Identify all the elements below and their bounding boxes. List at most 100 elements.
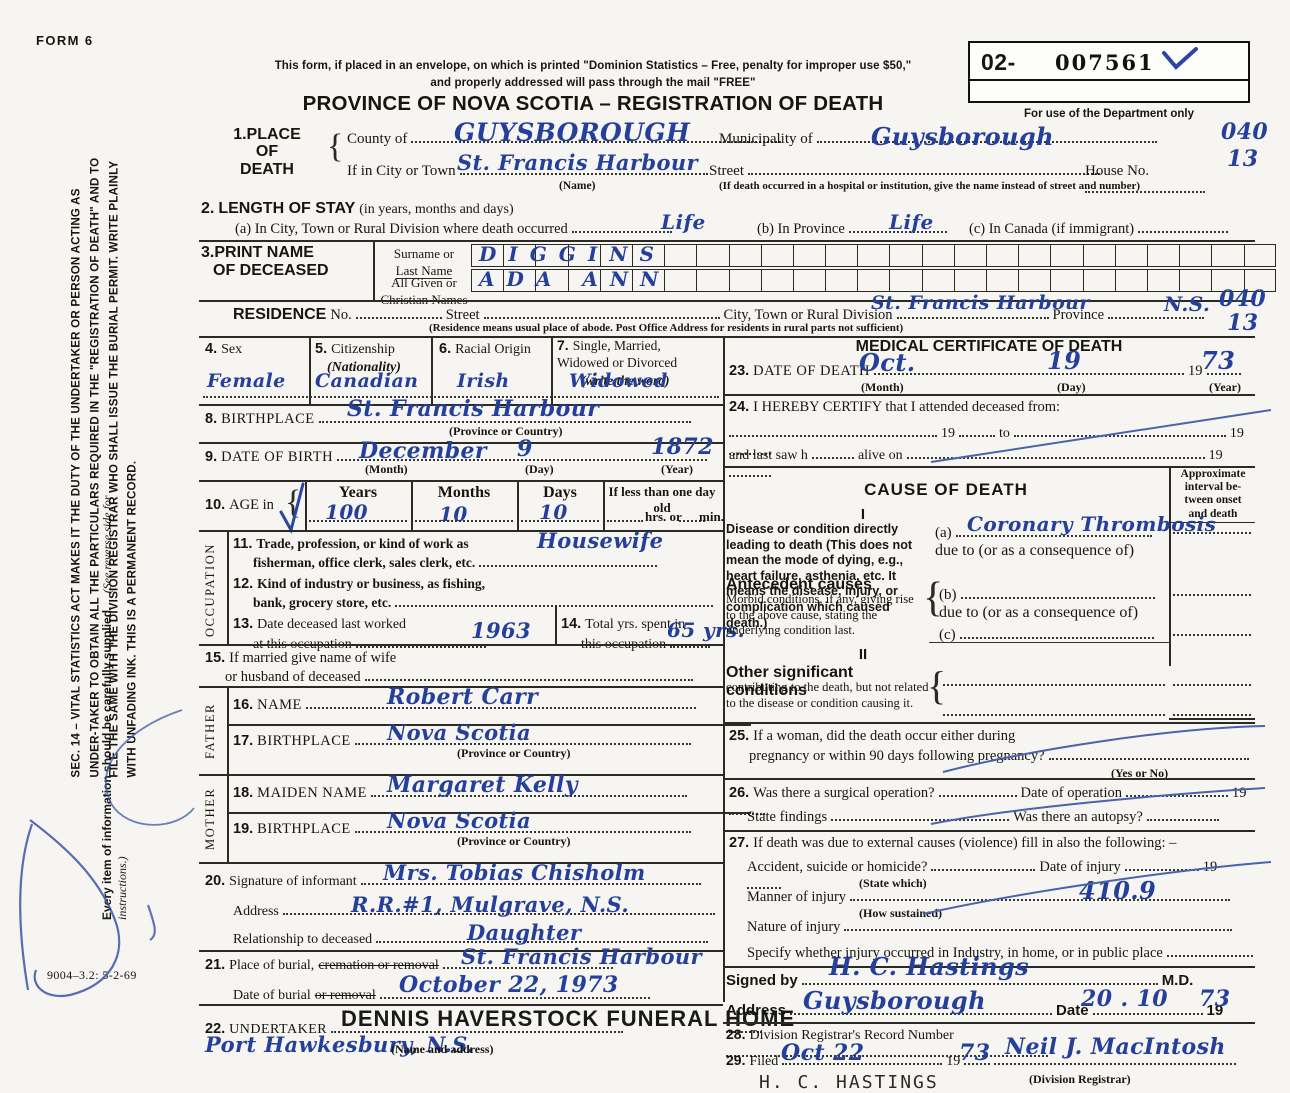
name-grid-cell[interactable]: [1050, 269, 1083, 292]
name-grid-cell[interactable]: [664, 269, 697, 292]
name-grid-cell[interactable]: [631, 244, 665, 267]
name-grid-cell[interactable]: [664, 244, 697, 267]
street-label: Street: [709, 163, 744, 179]
name-grid-cell[interactable]: [889, 269, 922, 292]
item3-title-2: OF DECEASED: [213, 261, 329, 279]
name-grid-cell[interactable]: [728, 269, 761, 292]
name-grid-cell[interactable]: [535, 269, 568, 292]
name-grid-cell[interactable]: [857, 269, 890, 292]
name-grid-cell[interactable]: [599, 269, 632, 292]
item24-last-saw: and last saw h: [729, 448, 808, 463]
name-grid-cell[interactable]: [599, 244, 632, 267]
name-grid-cell[interactable]: [1179, 269, 1212, 292]
name-grid-cell[interactable]: [986, 244, 1019, 267]
name-grid-cell[interactable]: [567, 244, 600, 267]
item26-findings-label: State findings: [747, 809, 828, 825]
item28-label: Division Registrar's Record Number: [749, 1028, 954, 1043]
name-grid-cell[interactable]: [825, 269, 858, 292]
name-grid-cell[interactable]: [1243, 244, 1276, 267]
item7-label-2: Widowed or Divorced: [557, 355, 678, 371]
name-grid-cell[interactable]: [857, 244, 890, 267]
house-no-label: House No.: [1085, 163, 1150, 179]
item22-caption: (Name and address): [391, 1042, 494, 1056]
item24-alive-on: alive on: [857, 448, 903, 463]
name-grid-cell[interactable]: [825, 244, 858, 267]
name-grid-cell[interactable]: [1050, 244, 1083, 267]
item23-year-prefix: 19: [1188, 363, 1203, 379]
name-grid-cell[interactable]: [986, 269, 1019, 292]
name-grid-cell[interactable]: [792, 244, 826, 267]
name-grid-cell[interactable]: [1082, 269, 1115, 292]
surname-label-1: Surname or: [393, 246, 455, 261]
residence-code-bottom: 13: [1227, 310, 1259, 336]
item27-how-sustained: (How sustained): [859, 906, 943, 920]
name-grid-cell[interactable]: [953, 244, 986, 267]
item8-number: 8.: [205, 411, 218, 427]
signed-address-label: Address: [726, 1002, 787, 1019]
item21-label-struck: cremation or removal: [318, 958, 439, 973]
name-grid-cell[interactable]: [1146, 269, 1180, 292]
item19-number: 19.: [233, 821, 254, 837]
item12-label-1: Kind of industry or business, as fishing…: [257, 576, 485, 591]
name-grid-cell[interactable]: [471, 244, 504, 267]
item26-date-label: Date of operation: [1020, 785, 1122, 801]
page-title: PROVINCE OF NOVA SCOTIA – REGISTRATION O…: [302, 92, 884, 115]
item25-label-2: pregnancy or within 90 days following pr…: [749, 747, 1045, 764]
name-grid-cell[interactable]: [921, 244, 954, 267]
name-grid-cell[interactable]: [953, 269, 986, 292]
occupation-section-label: OCCUPATION: [203, 542, 217, 638]
name-grid-cell[interactable]: [760, 244, 793, 267]
name-grid-cell[interactable]: [1114, 244, 1147, 267]
name-grid-cell[interactable]: [471, 269, 504, 292]
item29-label: Filed: [749, 1054, 779, 1069]
item3-title-1: PRINT NAME: [214, 244, 314, 261]
age-min-label: min.: [699, 509, 724, 524]
item27-label: If death was due to external causes (vio…: [753, 835, 1177, 851]
name-grid-cell[interactable]: [1018, 269, 1051, 292]
item2a-label: (a) In City, Town or Rural Division wher…: [235, 221, 568, 237]
name-grid-cell[interactable]: [696, 269, 729, 292]
name-grid-cell[interactable]: [1146, 244, 1180, 267]
name-grid-cell[interactable]: [503, 269, 536, 292]
name-grid-cell[interactable]: [1114, 269, 1147, 292]
name-grid-cell[interactable]: [631, 269, 665, 292]
dept-code-top: 040: [1221, 119, 1269, 145]
name-grid-cell[interactable]: [921, 269, 954, 292]
name-grid-cell[interactable]: [760, 269, 793, 292]
registration-number-box: 02- 007561: [968, 41, 1250, 103]
sex-value: Female: [207, 370, 286, 392]
item17-label: BIRTHPLACE: [257, 733, 351, 749]
age-months-value: 10: [439, 502, 468, 526]
given-names-grid: [471, 269, 1276, 292]
municipality-label: Municipality of: [719, 131, 813, 147]
name-grid-cell[interactable]: [535, 244, 568, 267]
item1-title-1: PLACE: [246, 126, 301, 143]
interval-header-3: tween onset: [1184, 494, 1242, 507]
item23-label: DATE OF DEATH: [753, 363, 871, 379]
name-grid-cell[interactable]: [792, 269, 826, 292]
name-caption: (Name): [559, 180, 596, 192]
envelope-blurb: This form, if placed in an envelope, on …: [274, 60, 912, 90]
brace-item1: {: [327, 128, 344, 165]
item15-label-2: or husband of deceased: [225, 669, 361, 686]
department-use-label: For use of the Department only: [1024, 108, 1194, 120]
name-grid-cell[interactable]: [1243, 269, 1276, 292]
name-grid-cell[interactable]: [1211, 269, 1244, 292]
name-grid-cell[interactable]: [1211, 244, 1244, 267]
interval-header-4: and death: [1188, 507, 1238, 520]
name-grid-cell[interactable]: [728, 244, 761, 267]
name-grid-cell[interactable]: [503, 244, 536, 267]
item27-accident-label: Accident, suicide or homicide?: [747, 859, 928, 875]
item9-label: DATE OF BIRTH: [221, 449, 334, 465]
item10-label: AGE in: [229, 497, 274, 513]
name-grid-cell[interactable]: [889, 244, 922, 267]
item7-number: 7.: [557, 337, 569, 353]
name-grid-cell[interactable]: [696, 244, 729, 267]
item27-specify-label: Specify whether injury occurred in Indus…: [747, 945, 1163, 961]
item21-date-label: Date of burial: [233, 988, 311, 1003]
name-grid-cell[interactable]: [1082, 244, 1115, 267]
item22-number: 22.: [205, 1021, 226, 1037]
name-grid-cell[interactable]: [567, 269, 600, 292]
name-grid-cell[interactable]: [1018, 244, 1051, 267]
name-grid-cell[interactable]: [1179, 244, 1212, 267]
